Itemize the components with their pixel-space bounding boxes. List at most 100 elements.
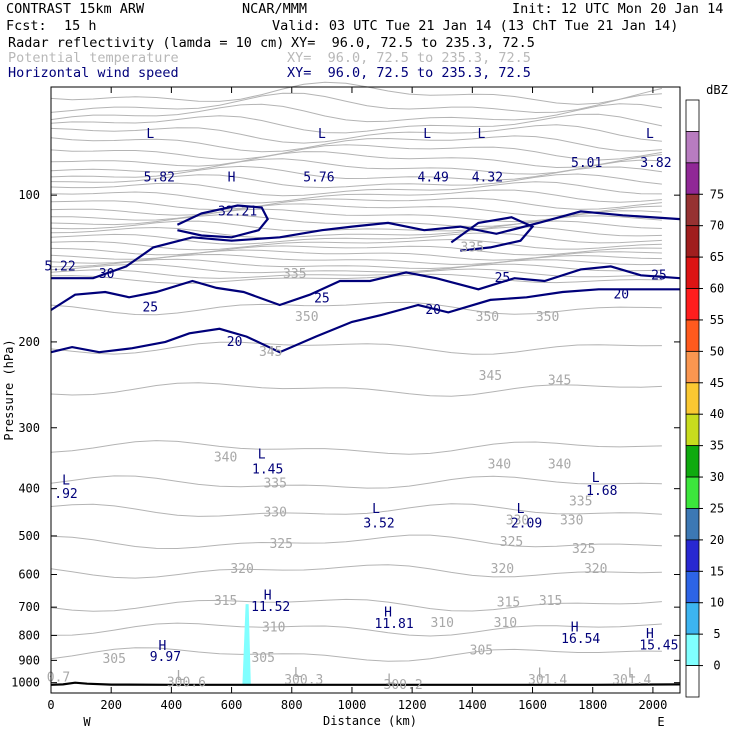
wind-label: L xyxy=(423,127,431,142)
colorbar-level: 40 xyxy=(710,407,724,421)
theta-label: 345 xyxy=(548,374,571,389)
forecast-label: Fcst: xyxy=(6,18,47,34)
x-tick-label: 1800 xyxy=(578,698,607,712)
theta-label: 325 xyxy=(572,542,595,557)
valid-time: Valid: 03 UTC Tue 21 Jan 14 (13 ChT Tue … xyxy=(272,18,679,34)
wind-label: 2.09 xyxy=(511,517,542,532)
model-title: CONTRAST 15km ARW xyxy=(6,1,145,17)
theta-label: 305 xyxy=(251,651,274,666)
wind-label: 20 xyxy=(425,303,441,318)
theta-label: 0.7 xyxy=(47,670,70,685)
wind-label: 4.49 xyxy=(418,171,449,186)
wind-label: 15.45 xyxy=(639,638,678,653)
colorbar-level: 20 xyxy=(710,533,724,547)
colorbar-level: 30 xyxy=(710,470,724,484)
theta-label: 325 xyxy=(500,535,523,550)
theta-label: 345 xyxy=(259,345,282,360)
wind-contour-25 xyxy=(50,265,681,311)
wind-label: H xyxy=(571,620,579,635)
wind-label: 25 xyxy=(495,271,511,286)
colorbar-level: 65 xyxy=(710,250,724,264)
y-tick-label: 700 xyxy=(18,600,40,614)
theta-label: 300.3 xyxy=(284,673,323,688)
wind-label: H xyxy=(228,171,236,186)
theta-label: 320 xyxy=(230,562,253,577)
theta-label: 325 xyxy=(269,537,292,552)
wind-label: L xyxy=(517,502,525,517)
wind-label: 5.76 xyxy=(303,171,334,186)
terrain-surface xyxy=(50,681,681,686)
theta-label: 305 xyxy=(102,652,125,667)
y-tick-label: 500 xyxy=(18,529,40,543)
theta-label: 305 xyxy=(470,644,493,659)
wind-label: H xyxy=(384,606,392,621)
wind-label: L xyxy=(146,127,154,142)
y-axis-label: Pressure (hPa) xyxy=(2,339,16,440)
theta-label: 350 xyxy=(536,310,559,325)
x-tick-label: 1000 xyxy=(338,698,367,712)
isentrope-line xyxy=(50,647,662,662)
colorbar-level: 75 xyxy=(710,187,724,201)
wind-label: 25 xyxy=(314,292,330,307)
isentrope-line xyxy=(50,124,662,144)
colorbar-swatch xyxy=(685,602,700,635)
theta-label: 310 xyxy=(494,616,517,631)
terrain-line xyxy=(50,681,681,686)
colorbar-level: 5 xyxy=(713,627,720,641)
theta-label: 330 xyxy=(506,514,529,529)
y-tick-label: 300 xyxy=(18,421,40,435)
wind-label: 11.81 xyxy=(375,617,414,632)
isentrope-line xyxy=(50,622,662,637)
isentrope-line xyxy=(50,113,663,134)
colorbar-level: 15 xyxy=(710,564,724,578)
theta-label: 335 xyxy=(283,267,306,282)
field2-xy: XY= 96.0, 72.5 to 235.3, 72.5 xyxy=(287,50,531,66)
isentrope-line xyxy=(50,232,662,245)
x-axis-west: W xyxy=(83,715,91,729)
x-tick-label: 800 xyxy=(281,698,303,712)
x-axis-label: Distance (km) xyxy=(323,714,417,728)
wind-label: 20 xyxy=(613,288,629,303)
y-tick-label: 100 xyxy=(18,188,40,202)
theta-label: 310 xyxy=(430,616,453,631)
colorbar-swatch xyxy=(685,162,700,195)
wind-contour-30 xyxy=(450,216,535,252)
y-tick-label: 400 xyxy=(18,482,40,496)
isentrope-line xyxy=(50,475,662,489)
theta-label: 315 xyxy=(539,594,562,609)
colorbar-swatch xyxy=(685,539,700,572)
wind-contour-30 xyxy=(176,204,270,239)
colorbar-title: dBZ xyxy=(706,83,728,97)
colorbar-swatch xyxy=(685,225,700,258)
wind-label: L xyxy=(477,127,485,142)
wind-label: 5.82 xyxy=(144,171,175,186)
colorbar-swatch xyxy=(685,382,700,415)
colorbar-swatch xyxy=(685,445,700,478)
isentrope-line xyxy=(50,220,662,232)
theta-label: L xyxy=(294,666,302,681)
colorbar-swatch xyxy=(685,131,700,164)
forecast-hour: 15 h xyxy=(64,18,97,34)
wind-label: 11.52 xyxy=(251,600,290,615)
colorbar-swatch xyxy=(685,193,700,227)
isentrope-line xyxy=(50,197,662,211)
colorbar-swatch xyxy=(685,350,700,384)
theta-label: 320 xyxy=(491,562,514,577)
x-tick-label: 200 xyxy=(100,698,122,712)
isentrope-line xyxy=(50,564,662,579)
theta-label: 300.2 xyxy=(384,678,423,693)
x-tick-label: 2000 xyxy=(638,698,667,712)
theta-label: 300.6 xyxy=(167,676,206,691)
theta-label: 345 xyxy=(479,369,502,384)
isentrope-line xyxy=(50,534,662,550)
theta-label: 310 xyxy=(262,620,285,635)
colorbar-swatch xyxy=(685,633,700,666)
colorbar-swatch xyxy=(685,99,700,132)
theta-label: L xyxy=(387,673,395,688)
wind-label: 3.52 xyxy=(363,517,394,532)
isentrope-line xyxy=(50,173,662,189)
theta-label: 335 xyxy=(569,495,592,510)
isentrope-line xyxy=(50,503,662,517)
wind-label: 20 xyxy=(227,335,243,350)
colorbar-swatch xyxy=(685,508,700,541)
